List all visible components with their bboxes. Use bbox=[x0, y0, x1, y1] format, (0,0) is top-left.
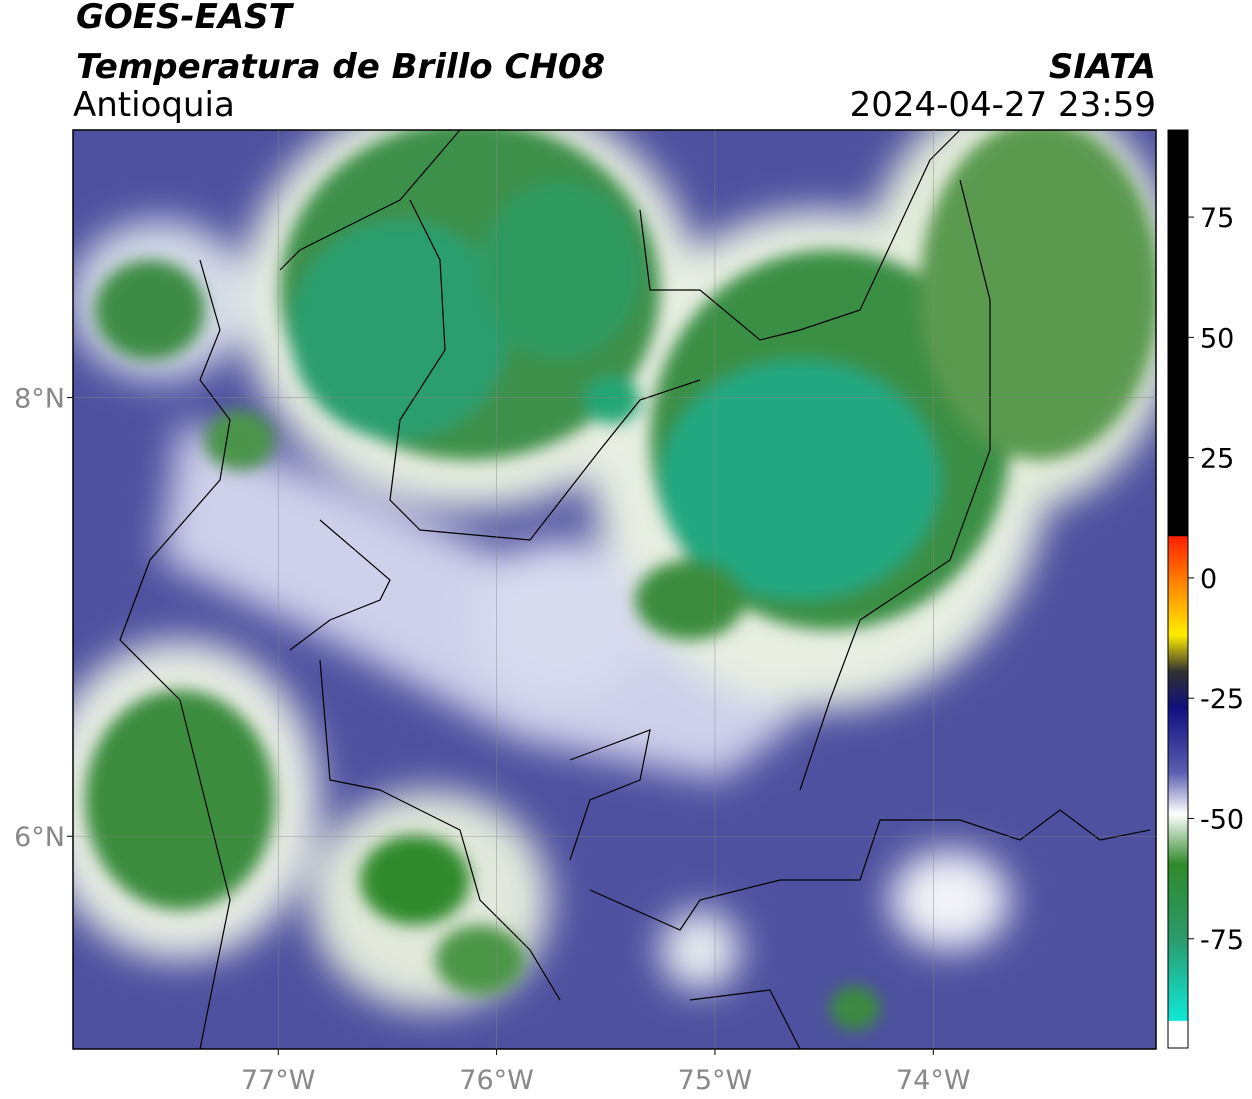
x-tick-label: 77°W bbox=[241, 1065, 316, 1096]
source: SIATA bbox=[1049, 47, 1156, 87]
colorbar-tick-label: -25 bbox=[1200, 684, 1244, 715]
subtitle: Temperatura de Brillo CH08 bbox=[76, 47, 605, 87]
colorbar-tick-label: -75 bbox=[1200, 925, 1244, 956]
colorbar-tick-label: 50 bbox=[1200, 323, 1234, 354]
y-tick-label: 8°N bbox=[14, 384, 65, 415]
map-frame bbox=[72, 129, 1157, 1050]
colorbar bbox=[1167, 129, 1189, 1049]
x-tick-label: 74°W bbox=[896, 1065, 971, 1096]
colorbar-tick-label: 0 bbox=[1200, 564, 1217, 595]
datetime: 2024-04-27 23:59 bbox=[850, 85, 1156, 125]
title: GOES-EAST bbox=[76, 0, 295, 37]
colorbar-tick-label: 75 bbox=[1200, 203, 1234, 234]
colorbar-tick-label: 25 bbox=[1200, 444, 1234, 475]
x-tick-label: 76°W bbox=[459, 1065, 534, 1096]
x-tick-label: 75°W bbox=[678, 1065, 753, 1096]
satellite-image bbox=[73, 130, 1156, 1049]
y-tick-label: 6°N bbox=[14, 822, 65, 853]
region: Antioquia bbox=[73, 85, 235, 125]
colorbar-tick-label: -50 bbox=[1200, 805, 1244, 836]
